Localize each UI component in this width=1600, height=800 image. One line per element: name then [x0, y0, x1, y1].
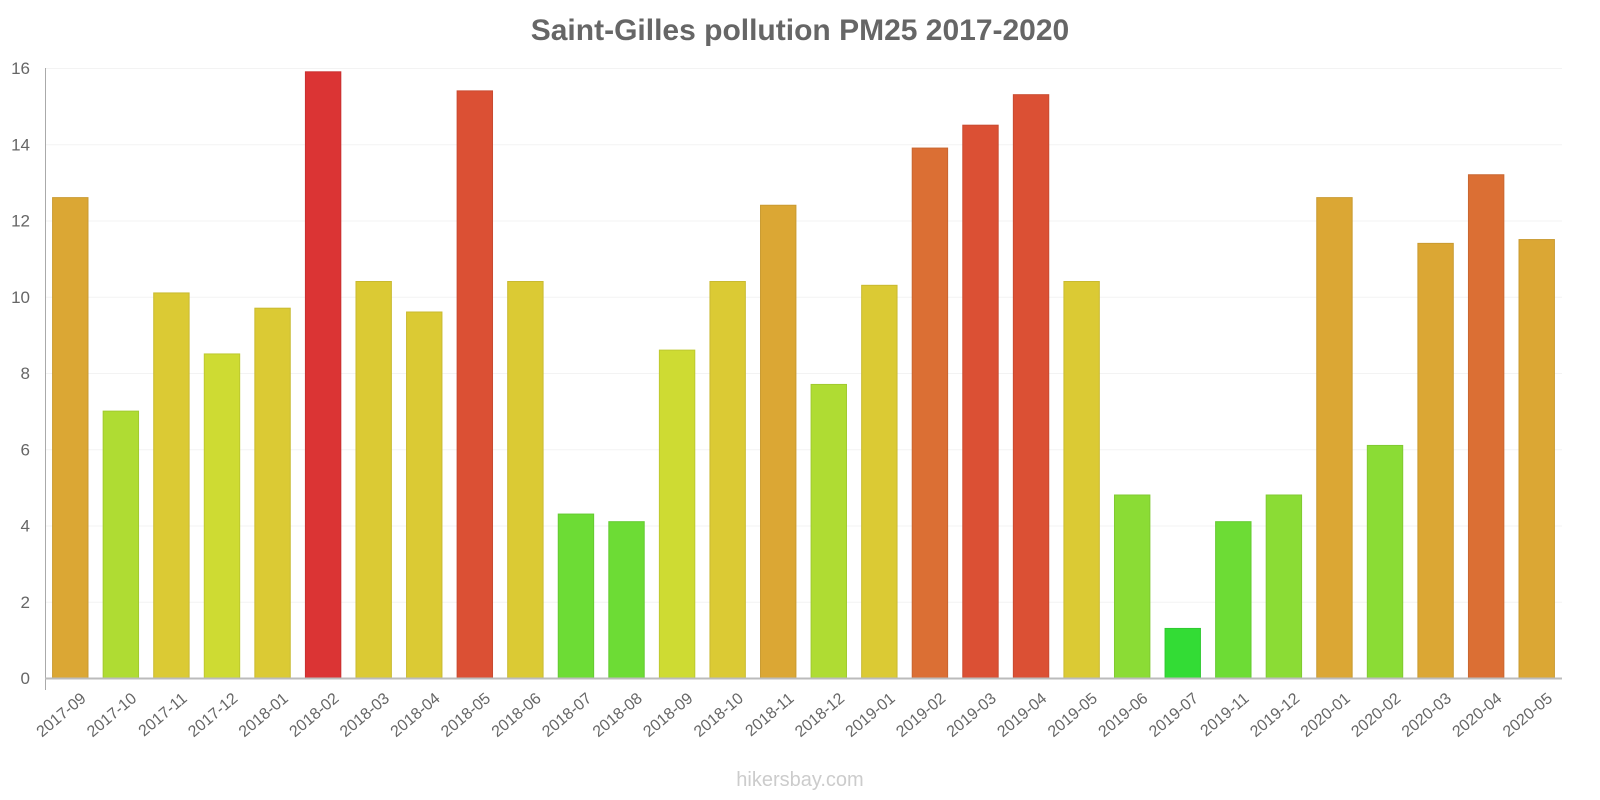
bar-2018-05[interactable]	[456, 90, 494, 679]
bar-2020-04[interactable]	[1467, 174, 1505, 679]
y-tick-label: 8	[21, 364, 30, 383]
bar-2020-05[interactable]	[1518, 239, 1555, 679]
bar-2017-10[interactable]	[102, 410, 140, 679]
gridlines	[45, 68, 1562, 603]
bar-2018-07[interactable]	[557, 513, 595, 679]
bar-2017-12[interactable]	[203, 353, 241, 679]
x-tick-label: 2019-02	[893, 690, 949, 741]
bar-2018-06[interactable]	[507, 281, 544, 679]
chart-title: Saint-Gilles pollution PM25 2017-2020	[530, 14, 1070, 47]
x-tick-label: 2018-05	[438, 690, 494, 741]
bar-2020-03[interactable]	[1417, 242, 1454, 679]
x-tick-label: 2019-01	[843, 690, 899, 741]
bar-2018-10[interactable]	[709, 281, 746, 679]
bar-2018-04[interactable]	[406, 311, 443, 679]
bar-2020-02[interactable]	[1366, 444, 1404, 679]
x-tick-label: 2019-12	[1247, 690, 1303, 741]
y-tick-label: 4	[21, 517, 30, 536]
bar-2019-06[interactable]	[1113, 494, 1151, 679]
bar-2018-09[interactable]	[658, 349, 696, 679]
x-tick-label: 2018-04	[388, 690, 444, 741]
y-tick-label: 0	[21, 669, 30, 688]
bar-2018-01[interactable]	[254, 307, 291, 679]
bar-2018-02[interactable]	[304, 71, 342, 679]
bar-2019-02[interactable]	[911, 147, 949, 679]
x-tick-label: 2017-10	[84, 690, 140, 741]
x-tick-label: 2019-04	[994, 690, 1050, 741]
x-tick-label: 2019-03	[944, 690, 1000, 741]
x-tick-label: 2019-11	[1198, 690, 1253, 740]
bar-2019-11[interactable]	[1215, 521, 1252, 679]
x-axis-ticks: 2017-092017-102017-112017-122018-012018-…	[34, 690, 1556, 741]
x-tick-label: 2018-11	[742, 690, 797, 740]
x-tick-label: 2018-09	[640, 690, 696, 741]
watermark: hikersbay.com	[736, 769, 864, 791]
bar-2018-12[interactable]	[810, 383, 847, 679]
x-tick-label: 2020-04	[1450, 690, 1506, 741]
bar-2019-03[interactable]	[962, 124, 999, 679]
x-tick-label: 2018-07	[539, 690, 595, 741]
bar-2019-12[interactable]	[1265, 494, 1303, 679]
y-tick-label: 14	[11, 135, 30, 154]
bar-2018-03[interactable]	[355, 281, 392, 679]
x-tick-label: 2020-01	[1298, 690, 1354, 741]
x-tick-label: 2018-02	[286, 690, 342, 741]
bar-2017-11[interactable]	[153, 292, 190, 679]
bars	[52, 71, 1555, 679]
x-tick-label: 2019-05	[1045, 690, 1101, 741]
x-tick-label: 2017-09	[34, 690, 90, 741]
x-tick-label: 2018-06	[489, 690, 545, 741]
bar-2019-07[interactable]	[1164, 627, 1201, 679]
bar-2020-01[interactable]	[1316, 197, 1353, 679]
y-tick-label: 12	[11, 212, 30, 231]
y-axis-ticks: 0 2 4 6 8 10 12 14 16	[11, 59, 30, 688]
y-tick-label: 16	[11, 59, 30, 78]
x-tick-label: 2018-01	[236, 690, 292, 741]
x-tick-label: 2018-08	[590, 690, 646, 741]
bar-2018-11[interactable]	[760, 204, 797, 679]
x-tick-label: 2020-03	[1399, 690, 1455, 741]
bar-2019-05[interactable]	[1063, 281, 1100, 679]
x-tick-label: 2018-12	[792, 690, 848, 741]
x-tick-label: 2020-02	[1348, 690, 1404, 741]
bar-2019-01[interactable]	[861, 284, 898, 679]
bar-2018-08[interactable]	[608, 521, 645, 679]
x-tick-label: 2017-11	[136, 690, 191, 740]
x-tick-label: 2020-05	[1500, 690, 1556, 741]
bar-2019-04[interactable]	[1012, 94, 1050, 679]
y-tick-label: 10	[11, 288, 30, 307]
bar-2017-09[interactable]	[52, 197, 89, 679]
x-tick-label: 2017-12	[185, 690, 241, 741]
x-tick-label: 2019-07	[1146, 690, 1202, 741]
x-tick-label: 2018-10	[691, 690, 747, 741]
x-tick-label: 2019-06	[1096, 690, 1152, 741]
y-tick-label: 2	[21, 593, 30, 612]
y-tick-label: 6	[21, 440, 30, 459]
x-tick-label: 2018-03	[337, 690, 393, 741]
